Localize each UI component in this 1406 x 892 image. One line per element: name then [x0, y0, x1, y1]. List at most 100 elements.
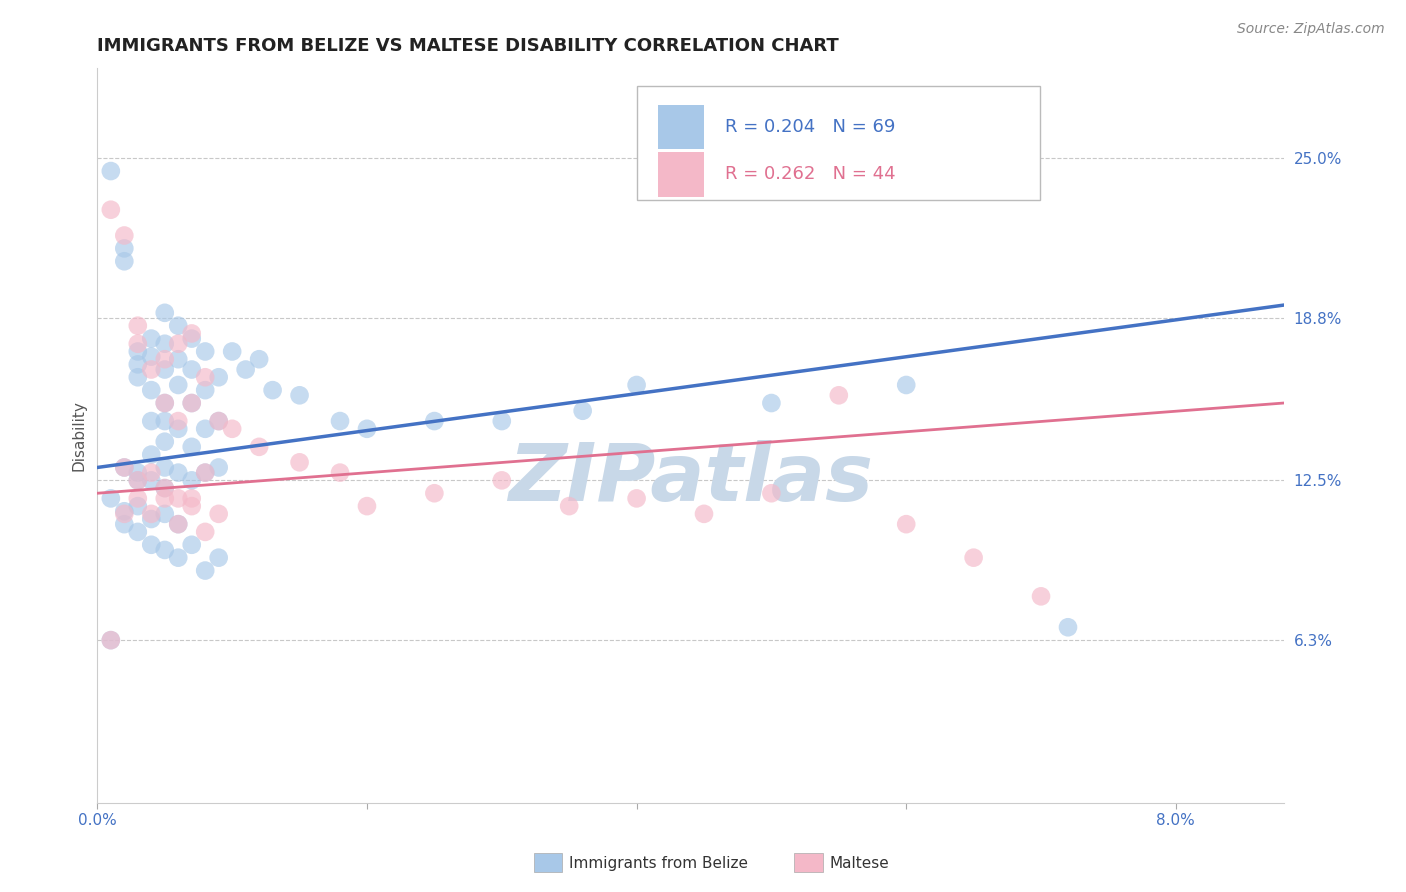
Y-axis label: Disability: Disability	[72, 400, 86, 471]
Point	[423, 414, 446, 428]
Point	[141, 414, 163, 428]
Point	[112, 228, 135, 243]
Point	[127, 318, 149, 333]
Point	[127, 466, 149, 480]
Point	[180, 396, 202, 410]
Point	[112, 507, 135, 521]
Point	[571, 403, 593, 417]
Point	[167, 550, 190, 565]
Point	[194, 524, 217, 539]
Point	[167, 491, 190, 506]
Point	[153, 396, 176, 410]
Point	[208, 414, 231, 428]
Text: Source: ZipAtlas.com: Source: ZipAtlas.com	[1237, 22, 1385, 37]
Point	[167, 517, 190, 532]
Point	[180, 440, 202, 454]
Point	[167, 336, 190, 351]
Point	[141, 362, 163, 376]
Point	[112, 517, 135, 532]
Point	[100, 633, 122, 648]
Point	[167, 466, 190, 480]
Point	[141, 383, 163, 397]
Point	[153, 481, 176, 495]
Point	[141, 448, 163, 462]
Point	[235, 362, 257, 376]
Point	[329, 414, 352, 428]
Point	[153, 543, 176, 558]
Point	[127, 491, 149, 506]
Text: IMMIGRANTS FROM BELIZE VS MALTESE DISABILITY CORRELATION CHART: IMMIGRANTS FROM BELIZE VS MALTESE DISABI…	[97, 37, 839, 55]
Point	[180, 362, 202, 376]
Point	[208, 550, 231, 565]
Point	[626, 491, 648, 506]
Point	[127, 474, 149, 488]
Point	[194, 466, 217, 480]
Point	[247, 352, 270, 367]
Point	[141, 466, 163, 480]
Point	[141, 474, 163, 488]
Point	[141, 512, 163, 526]
Point	[167, 414, 190, 428]
Point	[491, 414, 513, 428]
Point	[127, 499, 149, 513]
Point	[180, 538, 202, 552]
Point	[127, 336, 149, 351]
Point	[167, 352, 190, 367]
Point	[141, 332, 163, 346]
Point	[329, 466, 352, 480]
Point	[112, 504, 135, 518]
Point	[247, 440, 270, 454]
Point	[194, 344, 217, 359]
Point	[167, 422, 190, 436]
Point	[112, 460, 135, 475]
Point	[180, 326, 202, 341]
Bar	[658, 104, 703, 149]
Text: R = 0.262   N = 44: R = 0.262 N = 44	[725, 166, 896, 184]
Point	[127, 344, 149, 359]
Point	[127, 357, 149, 371]
Point	[194, 370, 217, 384]
Point	[194, 466, 217, 480]
Point	[558, 499, 581, 513]
Point	[100, 491, 122, 506]
Point	[208, 507, 231, 521]
Point	[153, 306, 176, 320]
Point	[180, 499, 202, 513]
Point	[112, 254, 135, 268]
Point	[828, 388, 851, 402]
Point	[167, 378, 190, 392]
Point	[180, 491, 202, 506]
Point	[141, 507, 163, 521]
Point	[194, 564, 217, 578]
Point	[288, 388, 311, 402]
Text: R = 0.204   N = 69: R = 0.204 N = 69	[725, 118, 896, 136]
Point	[167, 318, 190, 333]
Point	[180, 332, 202, 346]
Point	[153, 336, 176, 351]
Point	[194, 383, 217, 397]
Point	[153, 414, 176, 428]
Point	[167, 517, 190, 532]
Point	[153, 460, 176, 475]
Point	[962, 550, 984, 565]
Point	[153, 362, 176, 376]
Point	[1057, 620, 1080, 634]
Point	[761, 486, 783, 500]
Point	[693, 507, 716, 521]
Point	[180, 474, 202, 488]
Point	[356, 499, 378, 513]
FancyBboxPatch shape	[637, 87, 1040, 200]
Point	[208, 414, 231, 428]
Point	[112, 460, 135, 475]
Point	[221, 422, 243, 436]
Point	[100, 633, 122, 648]
Point	[153, 434, 176, 449]
Point	[208, 370, 231, 384]
Text: ZIPatlas: ZIPatlas	[508, 441, 873, 518]
Point	[896, 378, 918, 392]
Point	[141, 538, 163, 552]
Point	[491, 474, 513, 488]
Point	[127, 370, 149, 384]
Point	[112, 241, 135, 255]
Text: Immigrants from Belize: Immigrants from Belize	[569, 856, 748, 871]
